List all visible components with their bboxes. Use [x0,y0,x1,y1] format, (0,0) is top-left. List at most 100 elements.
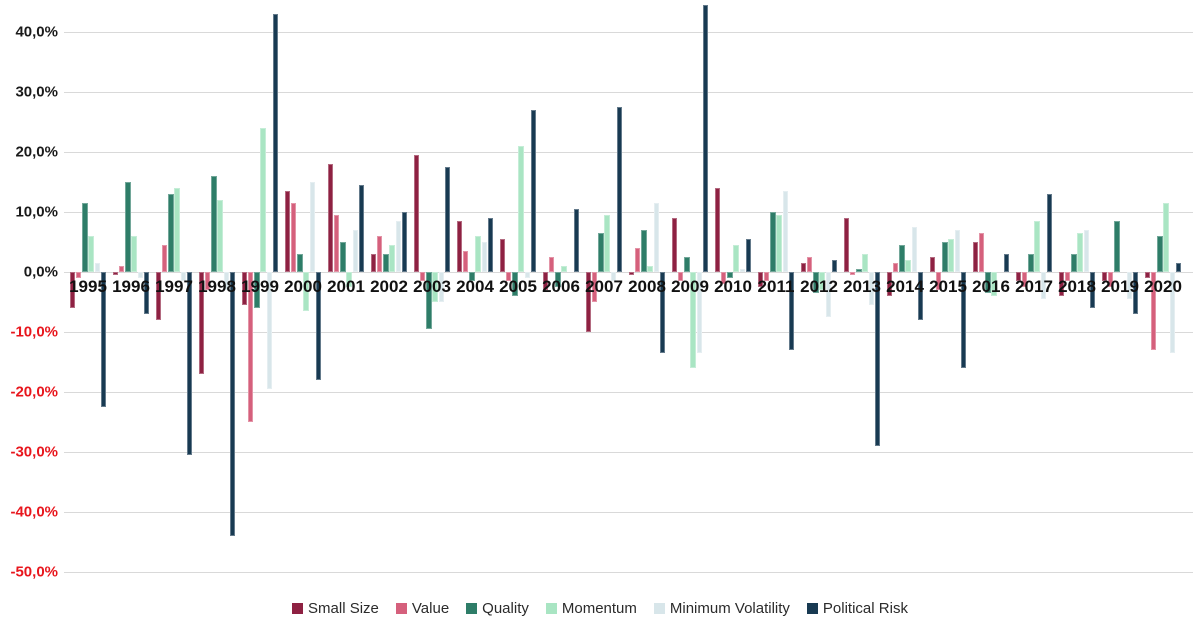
bar-minimum-volatility-2014[interactable] [911,226,917,272]
legend-item-momentum[interactable]: Momentum [545,600,637,617]
legend-item-value[interactable]: Value [395,600,449,617]
bar-quality-2001[interactable] [340,241,346,272]
legend-item-quality[interactable]: Quality [466,600,529,617]
bar-momentum-2002[interactable] [389,244,395,272]
bar-quality-2006[interactable] [555,271,561,287]
bar-small-size-2007[interactable] [585,271,592,332]
bar-quality-2019[interactable] [1114,220,1120,272]
bar-quality-2004[interactable] [469,271,475,281]
bar-value-2019[interactable] [1108,271,1114,287]
bar-value-2011[interactable] [764,271,770,281]
bar-political-risk-2004[interactable] [487,217,494,272]
bar-value-2004[interactable] [463,250,469,272]
bar-minimum-volatility-1995[interactable] [94,262,100,272]
bar-quality-2007[interactable] [598,232,604,272]
bar-value-1999[interactable] [248,271,254,422]
bar-momentum-2016[interactable] [991,271,997,296]
bar-political-risk-1996[interactable] [143,271,150,314]
bar-small-size-2002[interactable] [370,253,377,272]
bar-political-risk-2012[interactable] [831,259,838,272]
bar-political-risk-2016[interactable] [1003,253,1010,272]
bar-small-size-2009[interactable] [671,217,678,272]
bar-value-2016[interactable] [979,232,985,272]
bar-momentum-2017[interactable] [1034,220,1040,272]
bar-minimum-volatility-2004[interactable] [481,241,487,272]
bar-value-2009[interactable] [678,271,684,281]
bar-quality-2012[interactable] [813,271,819,293]
bar-political-risk-2020[interactable] [1175,262,1182,272]
bar-minimum-volatility-1996[interactable] [137,271,143,278]
bar-small-size-2008[interactable] [628,271,635,275]
bar-small-size-2012[interactable] [800,262,807,272]
bar-momentum-1998[interactable] [217,199,223,272]
bar-political-risk-2005[interactable] [530,109,537,272]
bar-momentum-1999[interactable] [260,127,266,272]
bar-political-risk-2002[interactable] [401,211,408,272]
bar-momentum-2014[interactable] [905,259,911,272]
bar-small-size-2000[interactable] [284,190,291,272]
bar-momentum-1997[interactable] [174,187,180,272]
bar-quality-2013[interactable] [856,268,862,272]
bar-quality-1997[interactable] [168,193,174,272]
bar-small-size-1996[interactable] [112,271,119,275]
bar-small-size-2013[interactable] [843,217,850,272]
bar-quality-2020[interactable] [1157,235,1163,272]
bar-political-risk-2018[interactable] [1089,271,1096,308]
bar-momentum-2003[interactable] [432,271,438,302]
bar-minimum-volatility-2007[interactable] [610,271,616,281]
bar-minimum-volatility-1999[interactable] [266,271,272,389]
bar-value-2013[interactable] [850,271,856,275]
bar-small-size-1997[interactable] [155,271,162,320]
bar-value-2018[interactable] [1065,271,1071,281]
bar-small-size-2006[interactable] [542,271,549,290]
bar-quality-1996[interactable] [125,181,131,272]
bar-political-risk-2009[interactable] [702,4,709,272]
bar-quality-2003[interactable] [426,271,432,329]
bar-momentum-2012[interactable] [819,271,825,290]
bar-quality-2010[interactable] [727,271,733,278]
legend-item-political-risk[interactable]: Political Risk [806,600,908,617]
legend-item-small-size[interactable]: Small Size [292,600,379,617]
bar-quality-2002[interactable] [383,253,389,272]
bar-quality-1999[interactable] [254,271,260,308]
bar-value-2008[interactable] [635,247,641,272]
bar-momentum-1996[interactable] [131,235,137,272]
bar-quality-2009[interactable] [684,256,690,272]
bar-small-size-2001[interactable] [327,163,334,272]
bar-quality-1998[interactable] [211,175,217,272]
bar-small-size-2004[interactable] [456,220,463,272]
bar-momentum-2005[interactable] [518,145,524,272]
bar-minimum-volatility-2012[interactable] [825,271,831,317]
bar-small-size-2005[interactable] [499,238,506,272]
bar-small-size-2011[interactable] [757,271,764,287]
bar-momentum-2000[interactable] [303,271,309,311]
bar-momentum-2020[interactable] [1163,202,1169,272]
bar-small-size-1995[interactable] [69,271,76,308]
bar-small-size-2018[interactable] [1058,271,1065,296]
bar-political-risk-2014[interactable] [917,271,924,320]
bar-minimum-volatility-2020[interactable] [1169,271,1175,353]
bar-political-risk-2008[interactable] [659,271,666,353]
bar-value-2000[interactable] [291,202,297,272]
bar-quality-2017[interactable] [1028,253,1034,272]
bar-value-2001[interactable] [334,214,340,272]
bar-minimum-volatility-2018[interactable] [1083,229,1089,272]
bar-minimum-volatility-2008[interactable] [653,202,659,272]
bar-minimum-volatility-2015[interactable] [954,229,960,272]
bar-momentum-2009[interactable] [690,271,696,368]
bar-minimum-volatility-2000[interactable] [309,181,315,272]
bar-minimum-volatility-1998[interactable] [223,271,229,290]
bar-political-risk-2006[interactable] [573,208,580,272]
bar-quality-2014[interactable] [899,244,905,272]
bar-value-1998[interactable] [205,271,211,290]
bar-quality-2005[interactable] [512,271,518,296]
bar-small-size-2015[interactable] [929,256,936,272]
bar-political-risk-1995[interactable] [100,271,107,407]
bar-value-2014[interactable] [893,262,899,272]
bar-value-2015[interactable] [936,271,942,290]
bar-momentum-1995[interactable] [88,235,94,272]
bar-political-risk-2003[interactable] [444,166,451,272]
bar-small-size-2017[interactable] [1015,271,1022,281]
bar-value-2006[interactable] [549,256,555,272]
bar-political-risk-2017[interactable] [1046,193,1053,272]
